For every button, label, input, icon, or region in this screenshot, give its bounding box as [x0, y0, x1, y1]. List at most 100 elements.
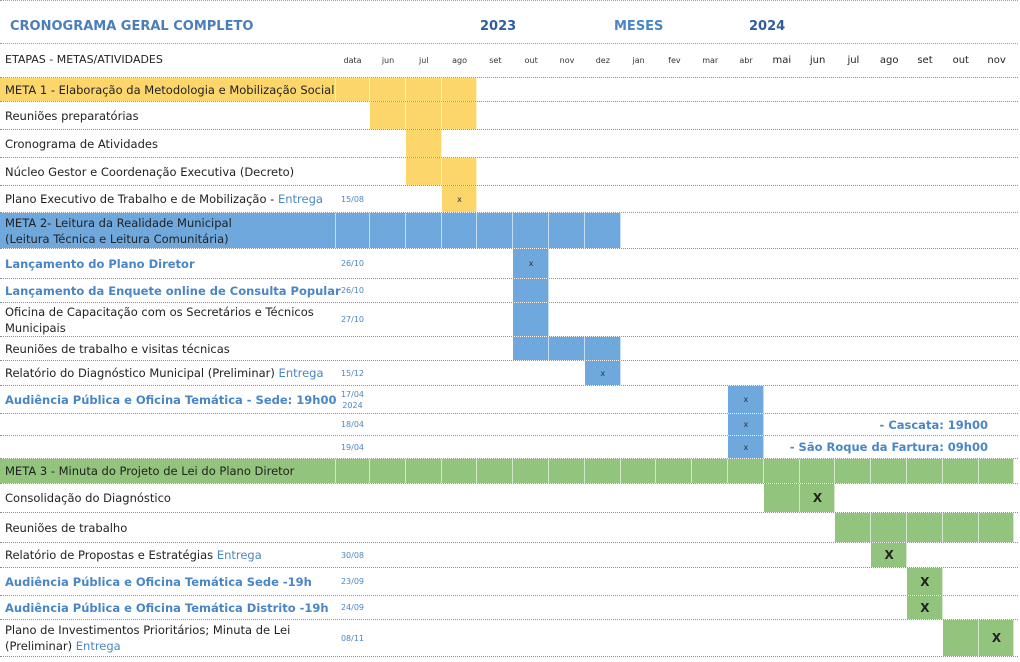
activity-row: - Cascata: 19h00 18/04 x — [0, 414, 1018, 436]
gantt-bar-cell — [584, 361, 621, 385]
gantt-bar-cell — [513, 279, 549, 302]
gantt-bar-cell — [441, 78, 478, 101]
gantt-bar-cell — [405, 130, 442, 157]
year-2024: 2024 — [749, 19, 786, 34]
activity-date: 18/04 — [335, 414, 370, 435]
activity-label: Plano Executivo de Trabalho e de Mobiliz… — [5, 186, 1016, 212]
gantt-bar-cell — [370, 459, 406, 483]
activity-label-text-line2: (Preliminar) — [5, 639, 76, 653]
month-header-abr: abr — [739, 55, 753, 65]
activity-row: Audiência Pública e Oficina Temática Dis… — [0, 596, 1018, 620]
milestone-mark: x — [743, 442, 749, 452]
activity-label-text: Audiência Pública e Oficina Temática Dis… — [5, 600, 329, 615]
gantt-bar-cell — [907, 568, 943, 595]
month-header-out: out — [524, 55, 538, 65]
month-header-jan: jan — [632, 55, 645, 65]
activity-label-text: - Cascata: 19h00 — [879, 417, 988, 432]
milestone-mark: x — [528, 259, 534, 268]
month-header-set: set — [489, 55, 502, 65]
milestone-mark: x — [600, 368, 606, 378]
gantt-bar-cell — [405, 158, 442, 185]
activity-label: Audiência Pública e Oficina Temática - S… — [5, 386, 1016, 413]
month-header-ago: ago — [879, 54, 899, 66]
activity-label: - São Roque da Fartura: 09h00 — [5, 436, 1016, 458]
activity-row: Relatório do Diagnóstico Municipal (Prel… — [0, 361, 1018, 386]
gantt-bar-cell — [405, 459, 442, 483]
activity-row: Consolidação do Diagnóstico X — [0, 484, 1018, 513]
gantt-bar-cell — [370, 78, 406, 101]
gantt-bar-cell — [942, 459, 979, 483]
month-header-nov: nov — [987, 54, 1006, 66]
gantt-bar-cell — [871, 513, 907, 542]
activity-row: Audiência Pública e Oficina Temática - S… — [0, 386, 1018, 414]
activity-label: Lançamento da Enquete online de Consulta… — [5, 279, 1016, 302]
activity-date: 15/08 — [335, 186, 370, 212]
meta-label-fill — [0, 78, 335, 101]
activity-label-text: Lançamento da Enquete online de Consulta… — [5, 283, 341, 298]
gantt-bar-cell — [549, 213, 585, 248]
month-header-ago: ago — [452, 55, 468, 65]
month-header-dez: dez — [595, 55, 610, 65]
activity-label-text: Oficina de Capacitação com os Secretário… — [5, 304, 314, 319]
month-header-jun: jun — [381, 55, 395, 65]
meta-date-fill — [335, 213, 370, 248]
activity-label: Audiência Pública e Oficina Temática Sed… — [5, 568, 1016, 595]
activity-date: 26/10 — [335, 249, 370, 278]
activity-row: Lançamento da Enquete online de Consulta… — [0, 279, 1018, 303]
gantt-bar-cell — [513, 249, 549, 278]
gantt-bar-cell — [513, 303, 549, 336]
activity-label: META 3 - Minuta do Projeto de Lei do Pla… — [5, 459, 1016, 483]
gantt-bar-cell — [513, 213, 549, 248]
gantt-bar-cell — [835, 513, 872, 542]
gantt-bar-cell — [620, 459, 657, 483]
activity-label-text: Audiência Pública e Oficina Temática Sed… — [5, 574, 312, 589]
activity-row: Reuniões de trabalho — [0, 513, 1018, 543]
gantt-bar-cell — [907, 596, 943, 619]
activity-label: Consolidação do Diagnóstico — [5, 484, 1016, 512]
gantt-bar-cell — [692, 459, 728, 483]
activity-label: Relatório de Propostas e Estratégias Ent… — [5, 543, 1016, 567]
month-header-set: set — [917, 54, 933, 66]
gantt-bar-cell — [728, 414, 764, 435]
gantt-bar-cell — [405, 102, 442, 129]
month-header-mai: mai — [772, 54, 792, 66]
activity-label: Relatório do Diagnóstico Municipal (Prel… — [5, 361, 1016, 385]
activity-row: Cronograma de Atividades — [0, 130, 1018, 158]
date-text: 27/10 — [340, 315, 365, 324]
delivery-tag: Entrega — [216, 548, 262, 562]
activity-label-text: Cronograma de Atividades — [5, 136, 158, 151]
gantt-bar-cell — [584, 337, 621, 360]
gantt-bar-cell — [441, 213, 478, 248]
gantt-bar-cell — [799, 459, 836, 483]
month-header-jul: jul — [419, 55, 429, 65]
activity-label-text: Núcleo Gestor e Coordenação Executiva (D… — [5, 164, 295, 179]
gantt-bar-cell — [370, 102, 406, 129]
activity-date: 27/10 — [335, 303, 370, 336]
activity-row: Plano Executivo de Trabalho e de Mobiliz… — [0, 186, 1018, 213]
activity-label-text: Reuniões preparatórias — [5, 108, 139, 123]
date-text: 15/08 — [340, 194, 365, 204]
month-header-out: out — [952, 54, 969, 66]
months-label: MESES — [614, 19, 664, 34]
activity-label-text: Audiência Pública e Oficina Temática - S… — [5, 392, 337, 407]
gantt-bar-cell — [835, 459, 872, 483]
activity-label-text: Plano Executivo de Trabalho e de Mobiliz… — [5, 192, 278, 206]
activity-label: - Cascata: 19h00 — [5, 414, 1016, 435]
activity-label: META 1 - Elaboração da Metodologia e Mob… — [5, 78, 1016, 101]
activity-date: 26/10 — [335, 279, 370, 302]
date-year-text: 2024 — [342, 400, 363, 410]
milestone-mark: x — [743, 395, 749, 404]
gantt-bar-cell — [441, 459, 478, 483]
activity-label: Reuniões de trabalho e visitas técnicas — [5, 337, 1016, 360]
gantt-bar-cell — [871, 543, 907, 567]
activity-row: Núcleo Gestor e Coordenação Executiva (D… — [0, 158, 1018, 186]
activity-date: 24/09 — [335, 596, 370, 619]
page-title: CRONOGRAMA GERAL COMPLETO — [10, 19, 254, 34]
gantt-bar-cell — [513, 337, 549, 360]
milestone-mark: X — [920, 574, 930, 589]
milestone-mark: x — [457, 194, 462, 204]
gantt-bar-cell — [584, 213, 621, 248]
gantt-bar-cell — [370, 213, 406, 248]
gantt-bar-cell — [942, 513, 979, 542]
